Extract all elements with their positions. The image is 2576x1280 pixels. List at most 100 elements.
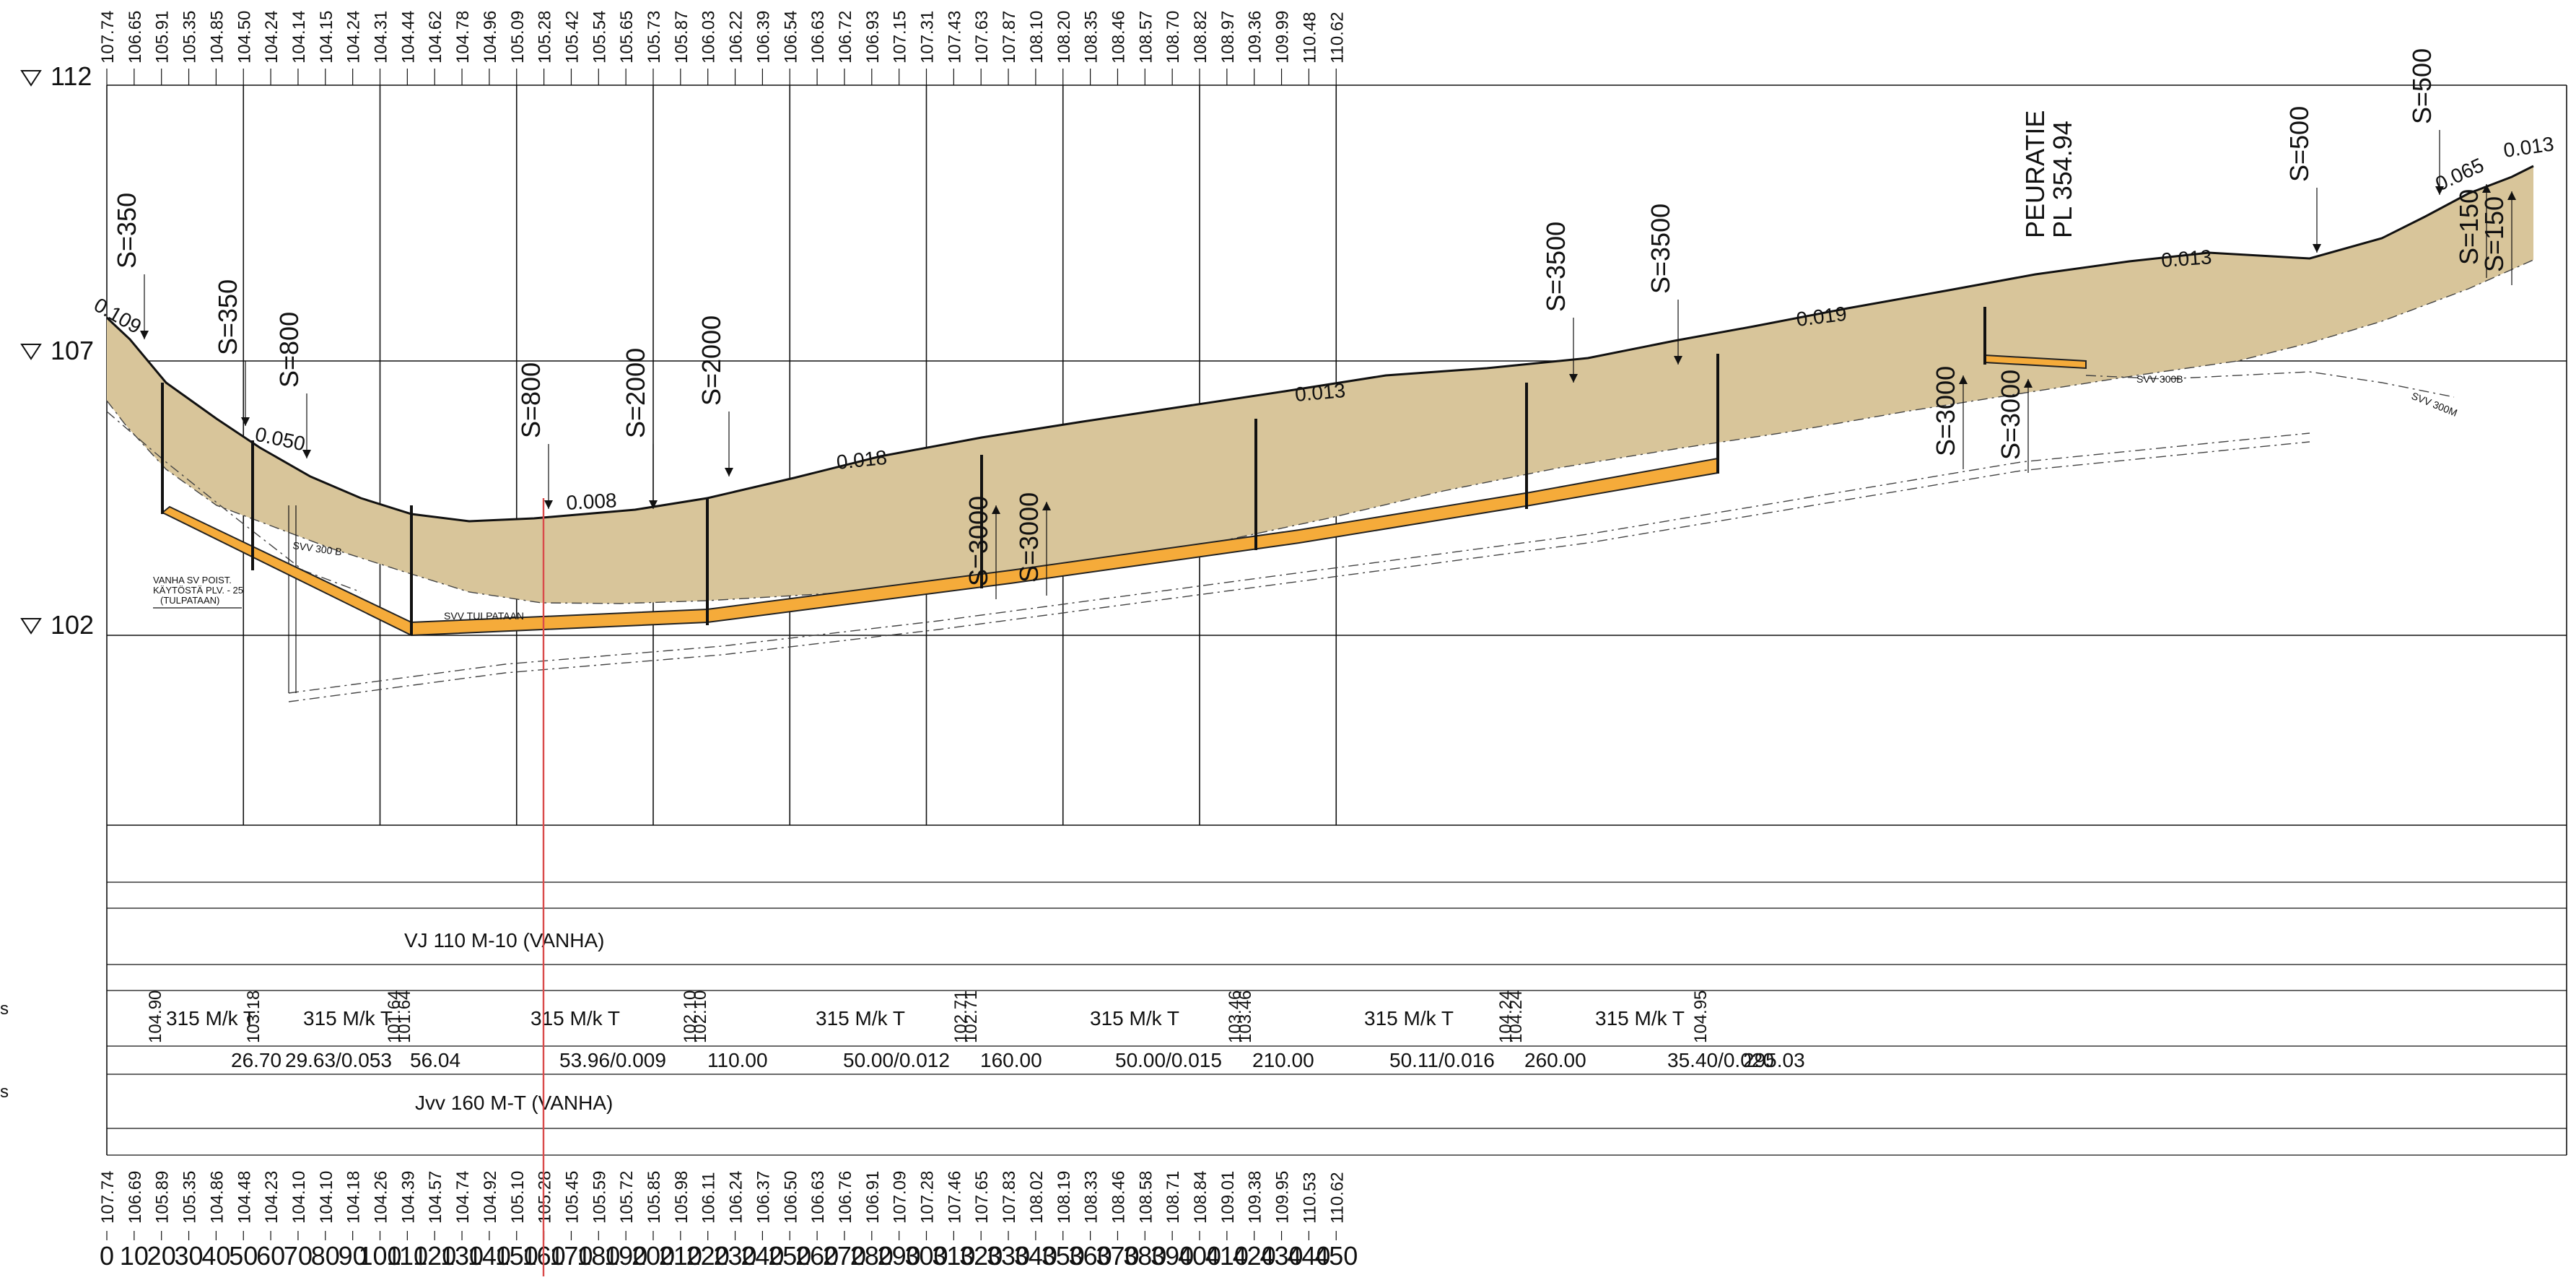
station-label: 420	[1233, 1241, 1276, 1271]
length-value: 260.00	[1524, 1049, 1586, 1071]
top-elevation-label: 105.42	[562, 11, 582, 64]
radius-arrow-head	[1959, 375, 1968, 384]
radius-arrow-head	[544, 500, 553, 509]
soil-fill	[107, 166, 2533, 604]
station-label: 410	[1205, 1241, 1249, 1271]
peuratie-name: PEURATIE	[2020, 110, 2050, 238]
top-elevation-label: 109.99	[1273, 11, 1293, 64]
old-water-pipe-line	[288, 432, 2310, 694]
bottom-elevation-label: 107.28	[918, 1171, 938, 1224]
data-table: VJ 110 M-10 (VANHA) Jvv 160 M-T (VANHA) …	[0, 881, 2567, 1156]
jvv-row-label: Jvv 160 M-T (VANHA)	[415, 1092, 613, 1114]
pipe-end-elevation: 104.24	[1496, 991, 1516, 1043]
level-107-label: 107	[51, 336, 94, 365]
bottom-elevation-label: 109.95	[1273, 1171, 1293, 1224]
radius-label: S=150	[2479, 196, 2509, 272]
radius-arrow-head	[725, 468, 733, 476]
peuratie-label: PEURATIE PL 354.94	[2020, 110, 2077, 238]
length-value: 53.96/0.009	[559, 1049, 666, 1071]
top-elevation-label: 104.78	[453, 11, 473, 64]
top-elevation-label: 104.24	[262, 11, 281, 64]
svv-tulpataan-label: SVV TULPATAAN	[444, 610, 524, 622]
top-elevation-label: 108.35	[1082, 11, 1101, 64]
station-label: 80	[311, 1241, 340, 1271]
top-elevation-label: 108.57	[1136, 11, 1156, 64]
top-elevation-label: 105.35	[180, 11, 200, 64]
station-label: 200	[632, 1241, 675, 1271]
radius-label: S=3000	[1931, 366, 1960, 456]
bottom-elevation-label: 105.85	[645, 1171, 664, 1224]
old-pipe-line-upper	[106, 411, 362, 593]
bottom-elevation-label: 109.38	[1246, 1171, 1265, 1224]
top-elevation-label: 108.46	[1109, 11, 1128, 64]
bottom-elevation-label: 104.23	[262, 1171, 281, 1224]
bottom-elevation-label: 108.02	[1027, 1171, 1047, 1224]
bottom-elevation-label: 108.84	[1191, 1171, 1210, 1224]
radius-label: S=800	[274, 312, 304, 388]
top-elevation-label: 106.72	[836, 11, 855, 64]
bottom-elevation-label: 108.58	[1136, 1171, 1156, 1224]
bottom-elevation-label: 106.69	[126, 1171, 145, 1224]
bottom-elevation-label: 107.09	[891, 1171, 910, 1224]
station-label: 310	[932, 1241, 975, 1271]
svv-300b-right-label: SVV 300B	[2136, 373, 2183, 385]
station-label: 300	[904, 1241, 948, 1271]
bottom-elevation-label: 106.37	[754, 1171, 773, 1224]
bottom-elevation-label: 105.89	[153, 1171, 173, 1224]
length-value: 35.40/0.020	[1667, 1049, 1774, 1071]
bottom-elevation-label: 110.62	[1327, 1172, 1347, 1224]
station-label: 370	[1096, 1241, 1139, 1271]
pipe-end-elevation: 104.95	[1691, 991, 1711, 1043]
pipe-segment-label: 315 M/k T	[1595, 1007, 1685, 1029]
length-value: 26.70	[231, 1049, 281, 1071]
bottom-elevation-label: 104.26	[372, 1171, 391, 1224]
pipe-segment-label: 315 M/k T	[1090, 1007, 1179, 1029]
pipe-end-elevation: 103.18	[244, 991, 263, 1043]
top-elevation-label: 106.39	[754, 11, 773, 64]
pipe-segment-label: 315 M/k T	[816, 1007, 905, 1029]
top-elevation-label: 106.54	[781, 11, 800, 64]
radius-arrow-head	[140, 331, 149, 339]
pipe-segment-label: 315 M/k T	[531, 1007, 620, 1029]
station-label: 230	[714, 1241, 757, 1271]
station-label: 150	[495, 1241, 538, 1271]
station-label: 400	[1178, 1241, 1221, 1271]
station-axis: 0 102030405060708090100110120130140150160…	[100, 1241, 1358, 1271]
bottom-elevation-label: 107.74	[98, 1171, 118, 1224]
station-label: 390	[1151, 1241, 1194, 1271]
slope-label: 0.013	[1294, 379, 1347, 406]
radius-arrow-head	[2482, 184, 2491, 193]
top-elevation-label: 104.14	[289, 11, 309, 64]
length-value: 295.03	[1743, 1049, 1805, 1071]
bottom-elevation-label: 104.86	[207, 1171, 227, 1224]
station-label: 260	[795, 1241, 839, 1271]
station-label: 350	[1042, 1241, 1085, 1271]
radius-label: S=800	[516, 362, 546, 438]
level-102-label: 102	[51, 610, 94, 640]
station-label: 340	[1014, 1241, 1057, 1271]
pipe-end-elevation: 103.46	[1226, 991, 1245, 1043]
slope-label: 0.008	[566, 489, 618, 514]
station-label: 10	[120, 1241, 149, 1271]
length-row: 26.70 29.63/0.053 56.04 53.96/0.009 110.00 50…	[231, 1049, 1805, 1071]
station-label: 320	[959, 1241, 1003, 1271]
top-elevation-label: 106.03	[699, 11, 719, 64]
station-label: 450	[1314, 1241, 1358, 1271]
station-label: 220	[686, 1241, 730, 1271]
bottom-elevation-label: 104.10	[317, 1171, 336, 1224]
bottom-elevation-label: 104.57	[426, 1171, 445, 1224]
bottom-elevation-label: 108.19	[1055, 1171, 1074, 1224]
top-elevation-label: 108.82	[1191, 11, 1210, 64]
station-label: 330	[987, 1241, 1030, 1271]
radius-arrow-head	[1674, 356, 1682, 365]
top-elevation-labels: 107.74 106.65 105.91 105.35 104.85 104.50 104.…	[98, 11, 1347, 85]
excavation-bottom-line	[106, 259, 2534, 604]
bottom-elevation-labels: 107.74 106.69 105.89 105.35 104.86 104.48 104.…	[98, 1171, 1347, 1240]
level-marker-112: 112	[20, 61, 92, 91]
length-value: 110.00	[707, 1049, 768, 1071]
radius-label: S=500	[2284, 106, 2314, 182]
top-elevation-label: 107.63	[972, 11, 992, 64]
pipe-start-elevation: 103.46	[1236, 991, 1255, 1043]
